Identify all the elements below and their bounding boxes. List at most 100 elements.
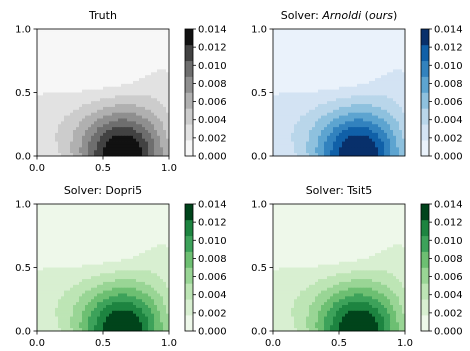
heatmap-cell xyxy=(160,229,164,234)
heatmap-cell xyxy=(354,95,358,99)
heatmap-cell xyxy=(396,153,400,157)
heatmap-cell xyxy=(321,57,325,62)
heatmap-cell xyxy=(297,69,301,73)
heatmap-cell xyxy=(55,46,59,50)
heatmap-cell xyxy=(76,135,80,140)
heatmap-cell xyxy=(73,118,77,122)
heatmap-cell xyxy=(378,89,382,93)
heatmap-cell xyxy=(369,46,373,50)
heatmap-cell xyxy=(43,227,47,231)
heatmap-cell xyxy=(64,132,68,137)
heatmap-cell xyxy=(55,54,59,59)
heatmap-cell xyxy=(97,132,101,137)
heatmap-cell xyxy=(49,144,53,148)
heatmap-cell xyxy=(76,101,80,105)
heatmap-cell xyxy=(61,92,65,96)
heatmap-cell xyxy=(291,78,295,82)
heatmap-cell xyxy=(70,69,74,73)
heatmap-cell xyxy=(103,247,107,251)
heatmap-cell xyxy=(273,34,277,39)
heatmap-cell xyxy=(103,224,107,228)
heatmap-cell xyxy=(160,235,164,240)
heatmap-cell xyxy=(43,112,47,116)
heatmap-cell xyxy=(106,241,110,245)
heatmap-cell xyxy=(94,141,98,145)
heatmap-cell xyxy=(387,78,391,82)
heatmap-cell xyxy=(279,95,283,99)
heatmap-cell xyxy=(130,69,134,73)
heatmap-cell xyxy=(366,130,370,134)
heatmap-cell xyxy=(106,215,110,219)
heatmap-cell xyxy=(303,34,307,39)
heatmap-cell xyxy=(288,63,292,67)
heatmap-cell xyxy=(40,52,44,56)
heatmap-cell xyxy=(73,204,77,208)
heatmap-cell xyxy=(43,241,47,245)
heatmap-cell xyxy=(294,138,298,142)
heatmap-cell xyxy=(103,135,107,140)
heatmap-cell xyxy=(91,69,95,73)
heatmap-cell xyxy=(354,31,358,36)
heatmap-cell xyxy=(291,80,295,85)
heatmap-cell xyxy=(363,127,367,131)
heatmap-cell xyxy=(402,34,406,39)
heatmap-cell xyxy=(291,147,295,151)
heatmap-cell xyxy=(46,204,50,208)
heatmap-cell xyxy=(94,63,98,67)
heatmap-cell xyxy=(369,104,373,108)
heatmap-cell xyxy=(112,98,116,102)
heatmap-cell xyxy=(402,63,406,67)
heatmap-cell xyxy=(375,63,379,67)
heatmap-cell xyxy=(318,135,322,140)
heatmap-cell xyxy=(351,104,355,108)
heatmap-cell xyxy=(327,83,331,88)
heatmap-cell xyxy=(297,104,301,108)
heatmap-cell xyxy=(354,104,358,108)
heatmap-cell xyxy=(145,69,149,73)
heatmap-cell xyxy=(67,241,71,245)
heatmap-cell xyxy=(339,112,343,116)
heatmap-cell xyxy=(157,218,161,222)
heatmap-cell xyxy=(130,60,134,65)
heatmap-cell xyxy=(49,261,53,266)
heatmap-cell xyxy=(64,46,68,50)
heatmap-cell xyxy=(130,209,134,214)
heatmap-cell xyxy=(151,124,155,128)
heatmap-cell xyxy=(157,264,161,268)
heatmap-cell xyxy=(88,153,92,157)
heatmap-cell xyxy=(130,78,134,82)
heatmap-cell xyxy=(136,250,140,254)
heatmap-cell xyxy=(94,118,98,122)
heatmap-cell xyxy=(291,127,295,131)
colorbar-segment xyxy=(185,60,193,77)
heatmap-cell xyxy=(124,138,128,142)
heatmap-cell xyxy=(300,106,304,111)
heatmap-cell xyxy=(55,235,59,240)
heatmap-cell xyxy=(136,135,140,140)
heatmap-cell xyxy=(43,57,47,62)
heatmap-cell xyxy=(43,60,47,65)
heatmap-cell xyxy=(345,78,349,82)
heatmap-cell xyxy=(67,46,71,50)
heatmap-cell xyxy=(37,209,41,214)
heatmap-cell xyxy=(94,209,98,214)
heatmap-cell xyxy=(97,57,101,62)
heatmap-cell xyxy=(354,60,358,65)
heatmap-cell xyxy=(103,104,107,108)
heatmap-cell xyxy=(390,106,394,111)
heatmap-cell xyxy=(55,29,59,33)
heatmap-cell xyxy=(318,40,322,44)
heatmap-cell xyxy=(148,49,152,53)
heatmap-cell xyxy=(288,66,292,70)
heatmap-cell xyxy=(288,144,292,148)
heatmap-cell xyxy=(360,34,364,39)
heatmap-cell xyxy=(58,37,62,41)
heatmap-cell xyxy=(160,221,164,225)
heatmap-cell xyxy=(76,258,80,263)
heatmap-cell xyxy=(37,258,41,263)
heatmap-cell xyxy=(112,267,116,271)
heatmap-cell xyxy=(163,49,167,53)
heatmap-cell xyxy=(40,75,44,79)
heatmap-cell xyxy=(154,144,158,148)
heatmap-cell xyxy=(82,78,86,82)
